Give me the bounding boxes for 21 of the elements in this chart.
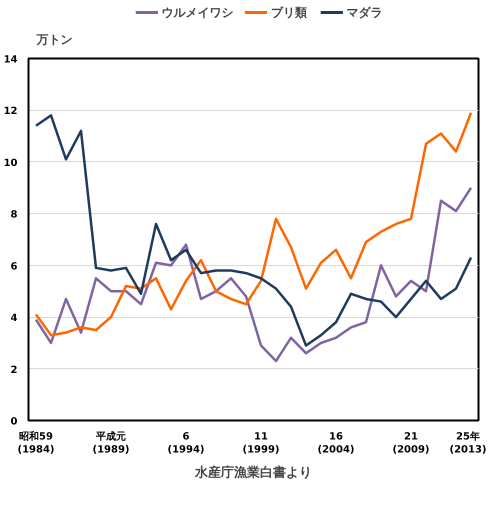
y-tick-label: 10: [4, 158, 18, 169]
text: 水産庁漁業白書より: [194, 464, 312, 480]
y-tick-label: 6: [10, 261, 18, 272]
y-tick-label: 8: [10, 210, 18, 221]
y-axis-title: 万トン: [36, 32, 72, 46]
legend-label: ウルメイワシ: [162, 6, 234, 20]
legend-label: ブリ類: [270, 6, 307, 20]
x-tick-label: 平成元 (1989): [92, 430, 130, 456]
x-tick-label: 6 (1994): [168, 432, 204, 456]
y-tick-label: 2: [10, 364, 18, 376]
x-tick-label: 25年 (2013): [450, 430, 487, 456]
x-tick-label: 16 (2004): [318, 432, 354, 456]
legend-label: マダラ: [346, 6, 383, 20]
y-tick-label: 12: [4, 106, 18, 118]
y-tick-label: 14: [4, 54, 18, 66]
x-tick-label: 21 (2009): [392, 432, 430, 456]
x-tick-label: 11 (1999): [242, 432, 280, 456]
line-series: [34, 186, 472, 362]
y-tick-label: 4: [10, 313, 18, 324]
y-tick-label: 0: [10, 416, 18, 428]
x-tick-label: 昭和59 (1984): [18, 430, 54, 456]
